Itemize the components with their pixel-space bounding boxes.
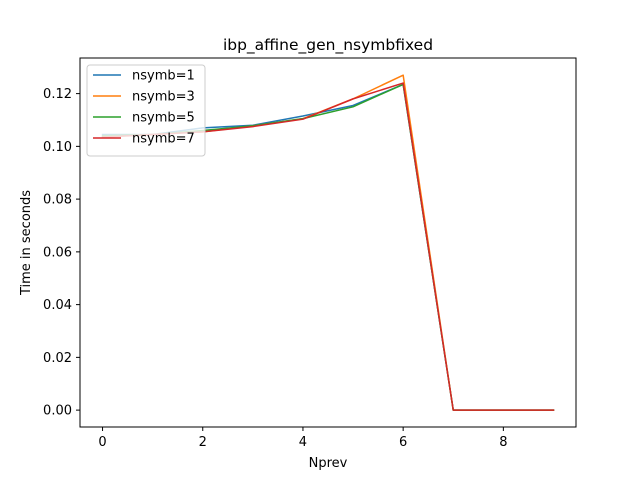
legend-label: nsymb=5 (132, 111, 195, 126)
x-tick-label: 6 (399, 435, 407, 450)
x-tick-label: 0 (98, 435, 106, 450)
y-axis-label: Time in seconds (19, 190, 34, 296)
y-tick-label: 0.02 (43, 351, 72, 366)
legend-label: nsymb=3 (132, 90, 195, 105)
legend: nsymb=1 nsymb=3 nsymb=5 nsymb=7 (86, 64, 206, 157)
legend-box (86, 64, 206, 157)
x-axis-ticks: 0 2 4 6 8 (98, 427, 507, 450)
y-tick-label: 0.12 (43, 87, 72, 102)
x-tick-label: 8 (499, 435, 507, 450)
x-tick-label: 2 (199, 435, 207, 450)
axes-frame (79, 57, 577, 428)
chart-title: ibp_affine_gen_nsymbfixed (223, 36, 433, 55)
legend-label: nsymb=1 (132, 69, 195, 84)
y-tick-label: 0.08 (43, 193, 72, 208)
x-tick-label: 4 (299, 435, 307, 450)
y-axis-ticks: 0.00 0.02 0.04 0.06 0.08 0.10 0.12 (43, 87, 80, 419)
x-axis-label: Nprev (309, 456, 348, 471)
y-tick-label: 0.04 (43, 298, 72, 313)
y-tick-label: 0.00 (43, 404, 72, 419)
y-tick-label: 0.06 (43, 245, 72, 260)
legend-label: nsymb=7 (132, 132, 195, 147)
y-tick-label: 0.10 (43, 140, 72, 155)
